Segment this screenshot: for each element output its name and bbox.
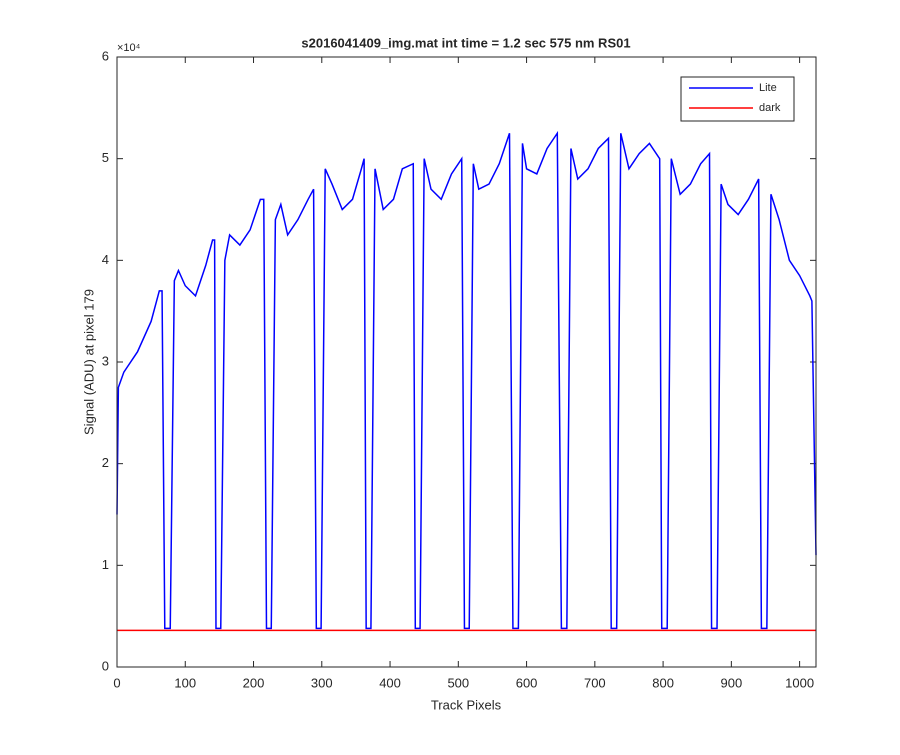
y-tick-label: 6 <box>102 48 109 63</box>
y-axis-label: Signal (ADU) at pixel 179 <box>81 289 96 435</box>
x-tick-label: 400 <box>379 675 401 690</box>
legend-label: Lite <box>759 82 777 94</box>
chart-title: s2016041409_img.mat int time = 1.2 sec 5… <box>301 35 630 50</box>
y-tick-label: 3 <box>102 353 109 368</box>
y-tick-label: 5 <box>102 150 109 165</box>
legend-box <box>680 76 795 122</box>
x-tick-label: 0 <box>113 675 120 690</box>
x-tick-label: 1000 <box>785 675 814 690</box>
y-tick-label: 1 <box>102 557 109 572</box>
x-tick-label: 200 <box>243 675 265 690</box>
x-axis-label: Track Pixels <box>431 697 502 712</box>
line-series <box>116 130 817 630</box>
legend-label: dark <box>759 102 781 114</box>
axes-box <box>116 56 817 668</box>
y-tick-label: 4 <box>102 252 109 267</box>
y-tick-label: 0 <box>102 658 109 673</box>
x-tick-label: 800 <box>652 675 674 690</box>
y-multiplier: ×10⁴ <box>117 42 141 54</box>
x-tick-label: 100 <box>174 675 196 690</box>
x-tick-label: 900 <box>721 675 743 690</box>
y-tick-label: 2 <box>102 455 109 470</box>
x-tick-label: 700 <box>584 675 606 690</box>
x-tick-label: 600 <box>516 675 538 690</box>
plot-area <box>117 57 816 667</box>
x-tick-label: 300 <box>311 675 333 690</box>
x-tick-label: 500 <box>447 675 469 690</box>
